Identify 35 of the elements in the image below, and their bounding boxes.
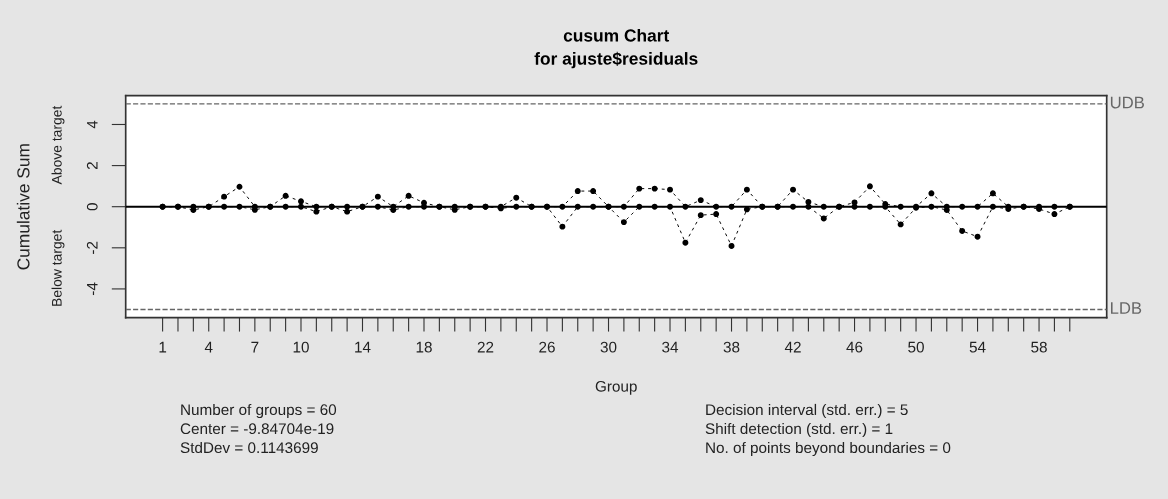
x-tick-label: 18 [416, 341, 432, 353]
x-tick-label: 54 [969, 341, 986, 353]
chart-title: cusum Chart [563, 28, 670, 42]
x-tick-label: 22 [477, 341, 494, 353]
y-tick-label: -2 [86, 241, 98, 254]
x-tick-label: 10 [293, 341, 309, 353]
x-tick-label: 26 [539, 341, 555, 353]
chart-subtitle: for ajuste$residuals [534, 51, 698, 69]
y-axis-title: Cumulative Sum [16, 144, 30, 270]
text: Center = -9.84704e-19 [180, 423, 334, 435]
text: Number of groups = 60 [181, 403, 337, 419]
x-tick-label: 42 [784, 341, 801, 353]
x-tick-label: 1 [159, 341, 167, 353]
text: Shift detection (std. err.) = 1 [705, 422, 893, 438]
x-tick-label: 46 [846, 341, 863, 353]
x-tick-label: 38 [723, 341, 740, 353]
x-axis-title: Group [595, 380, 637, 395]
ref-line-label: LDB [1111, 302, 1142, 314]
ref-line-label: UDB [1110, 96, 1144, 109]
text: Above target [51, 105, 65, 185]
x-tick-label: 58 [1031, 341, 1047, 353]
text: Decision interval (std. err.) = 5 [706, 403, 908, 419]
text: Below target [51, 229, 65, 306]
x-tick-label: 14 [355, 341, 371, 353]
text: StdDev = 0.1143699 [180, 441, 318, 454]
x-tick-label: 7 [251, 341, 259, 353]
y-tick-label: -4 [87, 282, 98, 296]
text: No. of points beyond boundaries = 0 [706, 441, 951, 457]
x-tick-label: 50 [908, 341, 924, 353]
y-tick-label: 2 [86, 162, 98, 170]
x-tick-label: 4 [204, 341, 213, 353]
x-tick-label: 30 [600, 341, 617, 353]
y-tick-label: 4 [87, 120, 98, 129]
y-tick-label: 0 [86, 203, 98, 211]
x-tick-label: 34 [662, 341, 679, 353]
